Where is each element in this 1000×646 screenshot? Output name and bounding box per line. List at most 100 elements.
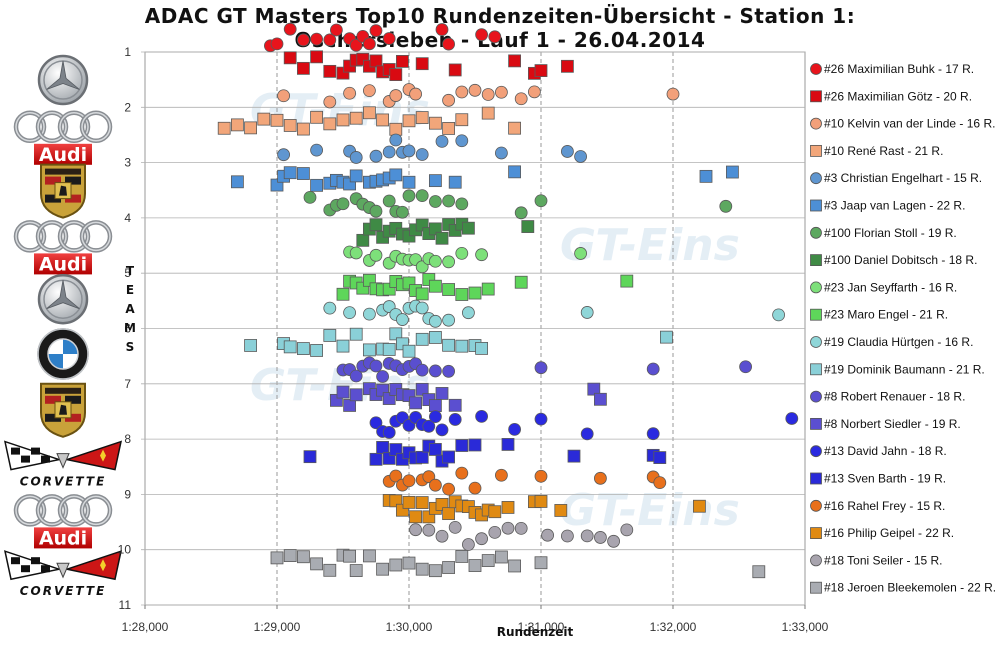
lap-point xyxy=(349,38,363,52)
y-tick-label: 3 xyxy=(124,156,131,170)
lap-point xyxy=(422,523,436,537)
lap-point xyxy=(646,362,660,376)
lap-point xyxy=(620,274,634,288)
legend-label: #8 Norbert Siedler - 19 R. xyxy=(824,417,961,431)
lap-point xyxy=(296,167,310,180)
lap-point xyxy=(323,95,337,109)
lap-point xyxy=(435,231,449,245)
lap-point xyxy=(369,218,383,232)
lap-point xyxy=(461,538,475,551)
lap-point xyxy=(376,440,390,454)
lap-point xyxy=(508,54,522,68)
lap-point xyxy=(442,507,456,521)
lap-point xyxy=(336,113,350,127)
lap-point xyxy=(501,501,515,514)
lap-point xyxy=(594,392,607,406)
legend-marker xyxy=(810,281,822,294)
lap-point xyxy=(508,165,522,179)
lap-point xyxy=(395,313,409,326)
lap-point xyxy=(395,205,409,219)
grid-lines xyxy=(141,51,805,606)
lap-point xyxy=(514,275,528,289)
lap-point xyxy=(514,206,528,220)
lap-point xyxy=(442,122,456,135)
chart-title-line-1: ADAC GT Masters Top10 Rundenzeiten-Übers… xyxy=(144,4,856,28)
lap-point xyxy=(461,306,475,320)
lap-point xyxy=(455,339,469,353)
lap-point xyxy=(481,106,495,120)
lap-point xyxy=(693,499,706,513)
lap-point xyxy=(514,92,528,106)
lap-point xyxy=(455,246,469,260)
lap-point xyxy=(534,64,548,77)
legend-label: #10 René Rast - 21 R. xyxy=(824,144,943,158)
series-2 xyxy=(277,83,680,109)
lap-point xyxy=(230,118,244,132)
lap-point xyxy=(428,364,442,378)
lap-point xyxy=(653,476,667,490)
legend-label: #3 Christian Engelhart - 15 R. xyxy=(824,171,982,185)
lap-point xyxy=(494,468,508,482)
lap-point xyxy=(554,504,568,517)
x-tick-label: 1:28,000 xyxy=(122,620,169,634)
lap-point xyxy=(501,438,515,451)
lap-point xyxy=(481,88,495,101)
legend-marker xyxy=(810,472,822,485)
lap-point xyxy=(310,178,324,192)
lap-point xyxy=(415,382,429,396)
y-tick-label: 6 xyxy=(124,322,131,336)
lap-point xyxy=(528,85,541,99)
lap-point xyxy=(402,495,416,509)
porsche-logo-icon xyxy=(40,382,86,438)
lap-point xyxy=(415,301,429,315)
lap-point xyxy=(244,339,258,352)
lap-point xyxy=(514,521,528,535)
lap-point xyxy=(283,119,297,132)
y-tick-label: 1 xyxy=(124,45,131,59)
audi-logo-text: Audi xyxy=(39,253,87,275)
lap-point xyxy=(435,387,449,400)
lap-point xyxy=(343,549,357,563)
lap-point xyxy=(415,562,429,576)
lap-point xyxy=(257,112,271,126)
legend-marker xyxy=(810,226,822,239)
lap-point xyxy=(442,283,456,296)
lap-point xyxy=(402,144,416,158)
lap-point xyxy=(580,427,594,441)
lap-point xyxy=(415,287,429,301)
lap-point xyxy=(534,469,548,483)
lap-point xyxy=(739,360,752,374)
legend-marker xyxy=(810,172,822,185)
lap-point xyxy=(296,550,310,564)
mercedes-logo-icon xyxy=(37,54,89,106)
lap-point xyxy=(455,134,469,148)
lap-point xyxy=(369,452,383,466)
lap-point xyxy=(488,505,502,519)
corvette-logo-text: CORVETTE xyxy=(20,584,107,598)
audi-logo-text: Audi xyxy=(39,144,87,166)
lap-point xyxy=(310,143,324,157)
legend: #26 Maximilian Buhk - 17 R. #26 Maximilia… xyxy=(810,62,996,595)
lap-point xyxy=(428,314,442,328)
lap-point xyxy=(494,146,508,160)
series-17 xyxy=(382,494,706,524)
lap-point xyxy=(343,86,357,100)
lap-point xyxy=(481,554,495,567)
lap-point xyxy=(574,247,587,260)
lap-point xyxy=(389,558,403,572)
lap-point xyxy=(349,246,363,260)
audi-logo-icon: Audi xyxy=(13,220,113,275)
lap-point xyxy=(382,426,396,439)
lap-point xyxy=(428,174,442,188)
lap-point xyxy=(494,550,508,564)
lap-point xyxy=(376,562,390,576)
lap-point xyxy=(494,85,508,99)
series-9 xyxy=(336,273,634,301)
corvette-logo-text: CORVETTE xyxy=(20,475,107,489)
lap-point xyxy=(362,549,376,563)
lap-point xyxy=(389,443,403,456)
x-tick-label: 1:32,000 xyxy=(650,620,697,634)
legend-label: #16 Philip Geipel - 22 R. xyxy=(824,526,954,540)
lap-point xyxy=(428,443,442,456)
lap-point xyxy=(594,471,607,485)
